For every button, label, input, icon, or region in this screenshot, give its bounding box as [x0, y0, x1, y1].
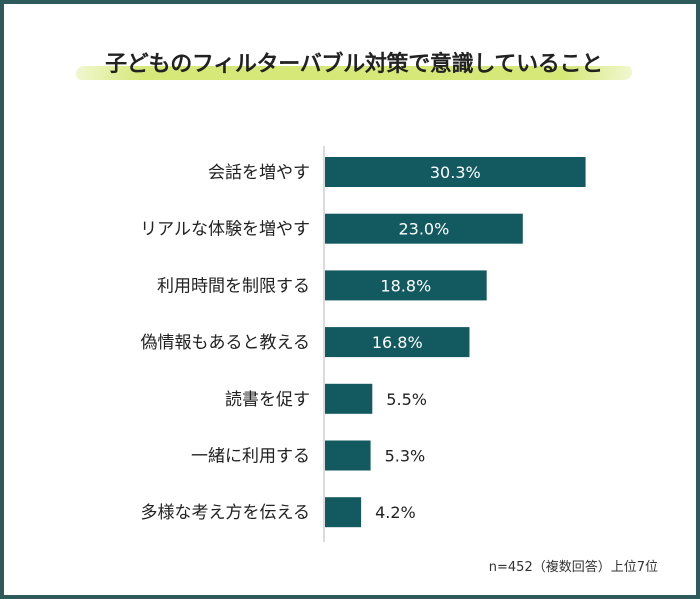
- bar: [325, 327, 470, 358]
- bar: [325, 270, 487, 301]
- category-label: 読書を促す: [225, 390, 310, 410]
- value-label: 5.3%: [385, 447, 426, 466]
- bars-group: 会話を増やす 30.3% リアルな体験を増やす 23.0% 利用時間を制限する 18.8%…: [140, 157, 586, 528]
- bar: [325, 157, 586, 187]
- category-label: 一緒に利用する: [191, 447, 310, 467]
- category-label: 利用時間を制限する: [157, 276, 310, 296]
- category-label: リアルな体験を増やす: [140, 220, 310, 240]
- value-label: 23.0%: [398, 220, 449, 239]
- bar: [325, 383, 373, 414]
- category-label: 偽情報もあると教える: [141, 333, 311, 353]
- bar: [325, 213, 523, 244]
- category-label: 会話を増やす: [208, 163, 310, 183]
- bar: [325, 440, 371, 471]
- title-block: 子どものフィルターバブル対策で意識していること: [64, 40, 644, 90]
- bar: [325, 497, 362, 528]
- chart-title: 子どものフィルターバブル対策で意識していること: [105, 52, 603, 77]
- value-label: 30.3%: [430, 163, 481, 182]
- value-label: 16.8%: [372, 333, 423, 352]
- category-label: 多様な考え方を伝える: [141, 503, 311, 523]
- value-label: 5.5%: [386, 390, 427, 409]
- value-label: 18.8%: [380, 276, 431, 295]
- value-label: 4.2%: [375, 503, 416, 522]
- sample-note: n=452（複数回答）上位7位: [488, 560, 658, 575]
